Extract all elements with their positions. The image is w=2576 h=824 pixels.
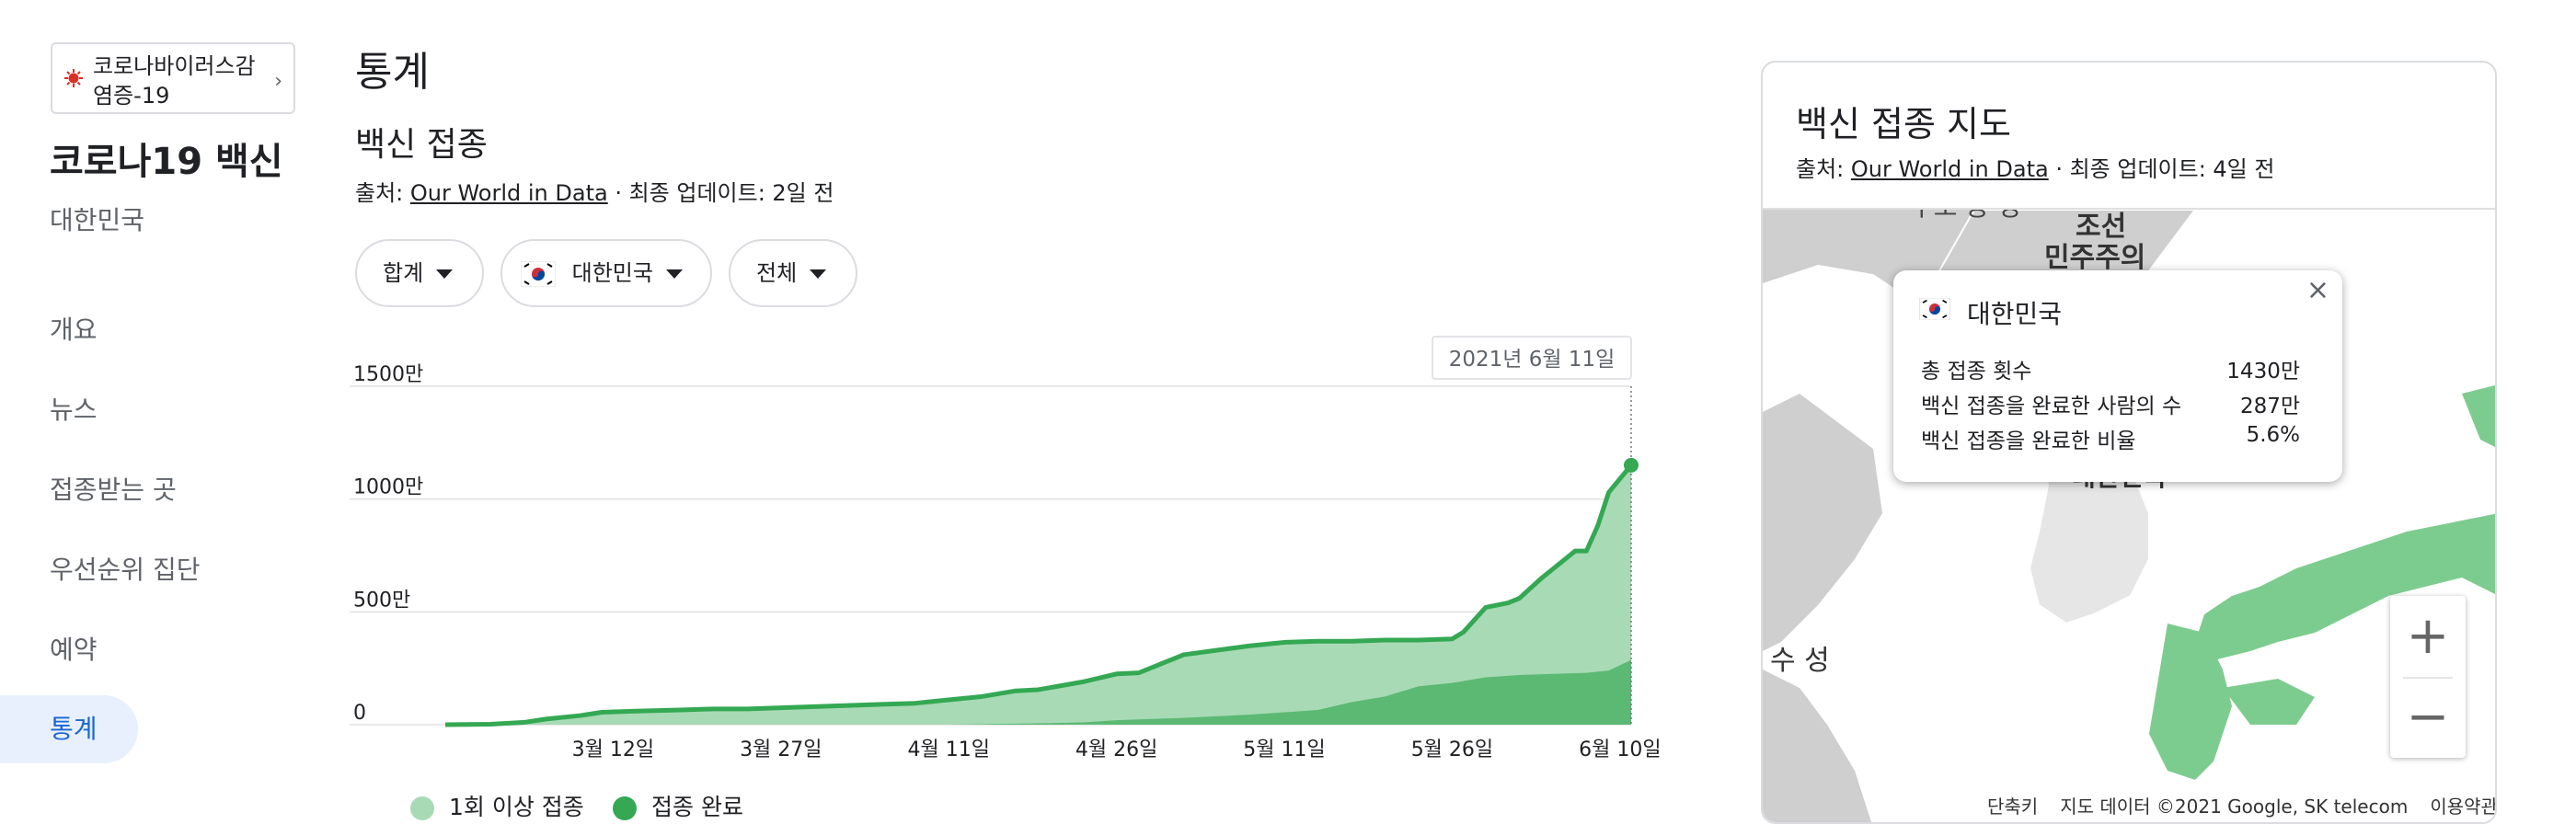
country-popup: × 대한민국 총 접종 횟수 1430만 백신 접종을 완료한 사람의 수 28… (1893, 270, 2342, 482)
map-title: 백신 접종 지도 (1796, 104, 2011, 144)
sidebar-item-booking[interactable]: 예약 (50, 635, 98, 665)
source-prefix: 출처: (355, 180, 410, 206)
map-terms-link[interactable]: 이용약관 (2430, 795, 2497, 818)
caret-down-icon (665, 269, 683, 279)
filter-country-dropdown[interactable]: 대한민국 (500, 239, 712, 307)
map-source-prefix: 출처: (1796, 156, 1851, 182)
hover-tooltip-date: 2021년 6월 11일 (1449, 348, 1616, 372)
map-land-japan-kyushu (2149, 624, 2232, 780)
map-land-china-south (1763, 670, 1872, 822)
close-icon[interactable]: × (2306, 274, 2329, 306)
map-source-updated: · 최종 업데이트: 4일 전 (2048, 156, 2275, 182)
sidebar-item-where-to-get[interactable]: 접종받는 곳 (50, 475, 177, 505)
map-source-link[interactable]: Our World in Data (1850, 156, 2049, 182)
map-land-japan-shikoku (2223, 679, 2315, 725)
popup-row-value: 5.6% (2246, 423, 2300, 447)
map-label-north-korea-2: 민주주의 (2044, 242, 2145, 274)
x-tick-label: 3월 27일 (740, 738, 822, 761)
caret-down-icon (810, 269, 827, 279)
section-title: 백신 접종 (355, 126, 488, 164)
filter-total-label: 합계 (383, 260, 424, 286)
map-area[interactable]: 구토 등 성 조선 민주주의 대한민국 수 성 (1763, 208, 2495, 822)
y-tick-label: 500만 (353, 589, 410, 612)
topic-chip[interactable]: 코로나바이러스감염증-19 › (51, 42, 295, 114)
map-label-north-korea-1: 조선 (2076, 211, 2126, 243)
sidebar-item-statistics[interactable]: 통계 (0, 695, 138, 763)
source-link[interactable]: Our World in Data (409, 180, 608, 206)
popup-row-label: 백신 접종을 완료한 비율 (1921, 429, 2136, 453)
legend-item-fully-vaccinated: 접종 완료 (613, 789, 743, 822)
zoom-out-button[interactable]: − (2406, 687, 2450, 747)
chevron-right-icon: › (274, 70, 282, 93)
y-tick-label: 1000만 (353, 476, 423, 499)
x-tick-label: 3월 12일 (572, 738, 654, 761)
map-data-attribution: 지도 데이터 ©2021 Google, SK telecom (2060, 795, 2409, 818)
chart-svg: 0 500만 1000만 1500만 3월 12일 3월 27일 4월 11일 4월 26일 5… (350, 336, 1662, 761)
source-line: 출처: Our World in Data · 최종 업데이트: 2일 전 (355, 175, 834, 207)
map-shortcuts-link[interactable]: 단축키 (1987, 795, 2039, 818)
legend-dot-first-dose (410, 796, 434, 820)
x-tick-label: 5월 26일 (1411, 738, 1493, 761)
filter-country-label: 대한민국 (571, 260, 653, 286)
map-land-china-west (1763, 394, 1882, 651)
caret-down-icon (436, 269, 454, 279)
map-label-province: 수 성 (1770, 645, 1830, 677)
map-land-japan-honshu (2195, 513, 2495, 660)
sidebar-item-overview[interactable]: 개요 (50, 315, 98, 345)
legend-dot-fully-vaccinated (613, 796, 637, 820)
x-tick-label: 6월 10일 (1579, 738, 1661, 761)
zoom-controls: + − (2390, 596, 2466, 758)
line-first-dose (444, 464, 1633, 727)
legend-label-first-dose: 1회 이상 접종 (449, 794, 584, 820)
korea-flag-icon (1919, 298, 1950, 320)
y-tick-label: 1500만 (353, 363, 423, 386)
sidebar-title: 코로나19 백신 (50, 141, 283, 183)
map-label-north-top: 구토 등 성 (1910, 210, 2021, 222)
filter-all-dropdown[interactable]: 전체 (729, 239, 857, 307)
popup-row-label: 백신 접종을 완료한 사람의 수 (1921, 395, 2182, 418)
zoom-in-button[interactable]: + (2406, 606, 2450, 666)
x-tick-label: 4월 11일 (907, 738, 989, 761)
map-source-line: 출처: Our World in Data · 최종 업데이트: 4일 전 (1796, 151, 2274, 183)
filter-all-label: 전체 (756, 260, 798, 286)
legend-label-fully-vaccinated: 접종 완료 (651, 794, 743, 820)
korea-flag-icon (521, 261, 556, 287)
area-fully-vaccinated (445, 659, 1631, 725)
source-updated: · 최종 업데이트: 2일 전 (607, 180, 834, 206)
popup-row-label: 총 접종 횟수 (1921, 360, 2032, 383)
x-tick-label: 5월 11일 (1243, 738, 1325, 761)
popup-row-value: 1430만 (2226, 360, 2300, 383)
sidebar-item-news[interactable]: 뉴스 (50, 395, 98, 425)
y-tick-label: 0 (353, 702, 366, 725)
page-title: 통계 (355, 49, 430, 96)
zoom-divider (2403, 677, 2453, 679)
x-tick-label: 4월 26일 (1075, 738, 1157, 761)
area-first-dose (445, 464, 1631, 725)
map-footer: 단축키 지도 데이터 ©2021 Google, SK telecom 이용약관 (1965, 791, 2497, 822)
vaccination-map-card: 백신 접종 지도 출처: Our World in Data · 최종 업데이트… (1761, 61, 2497, 824)
popup-country: 대한민국 (1967, 299, 2063, 329)
topic-chip-label: 코로나바이러스감염증-19 (93, 53, 256, 109)
filter-total-dropdown[interactable]: 합계 (355, 239, 484, 307)
popup-row-value: 287만 (2239, 395, 2300, 418)
virus-icon (64, 69, 83, 87)
legend-item-first-dose: 1회 이상 접종 (410, 789, 584, 822)
hover-point (1624, 457, 1639, 473)
map-land-japan-island (2462, 385, 2495, 447)
hover-tooltip-box (1432, 336, 1632, 380)
sidebar-item-priority-groups[interactable]: 우선순위 집단 (50, 555, 201, 585)
vaccination-chart[interactable]: 0 500만 1000만 1500만 3월 12일 3월 27일 4월 11일 4월 26일 5… (350, 331, 1674, 815)
sidebar-region: 대한민국 (50, 205, 145, 235)
